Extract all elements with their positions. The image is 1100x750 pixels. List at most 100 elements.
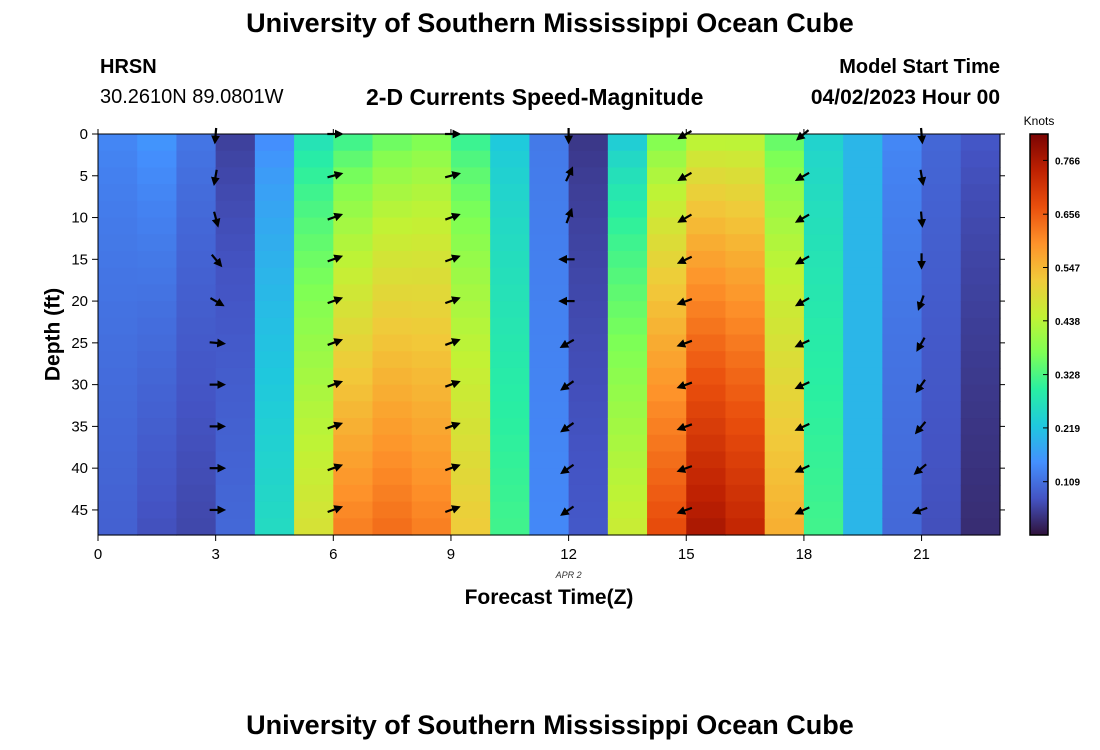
heat-cell [98,434,138,453]
heat-cell [803,250,844,269]
heat-cell [843,217,883,235]
heat-cell [372,451,413,469]
heat-cell [803,384,844,402]
heat-cell [568,217,609,235]
heat-cell [372,267,413,285]
current-arrow [794,213,810,223]
heat-cell [882,284,923,302]
heat-cell [725,468,766,486]
heat-cell [764,367,805,386]
heat-cell [686,518,727,536]
heat-cell [843,451,883,469]
heat-cell [686,334,727,352]
heat-cell [647,334,687,352]
heat-cell [372,301,413,319]
heat-cell [764,434,805,453]
heat-cell [529,200,570,219]
heat-cell [647,134,687,152]
heat-cell [568,367,609,386]
heat-cell [921,267,962,285]
heat-cell [137,451,178,469]
heat-cell [333,334,374,352]
heat-cell [607,501,648,519]
heat-cell [764,484,805,503]
heat-cell [411,317,452,336]
heat-cell [372,518,413,536]
heat-cell [137,301,178,319]
heat-cell [960,418,1001,436]
heat-cell [725,184,766,202]
heat-cell [333,434,374,453]
y-tick-label: 30 [71,377,88,394]
heat-cell [450,451,491,469]
heat-cell [568,418,609,436]
heat-cell [215,367,256,386]
heat-cell [686,150,727,169]
heat-cell [647,434,687,453]
current-arrow [327,254,344,263]
heat-cell [372,484,413,503]
heat-cell [411,184,452,202]
heat-cell [568,134,609,152]
heat-cell [921,418,962,436]
heat-cell [882,351,923,369]
heat-cell [137,401,178,419]
current-arrow [911,506,928,515]
heat-cell [137,518,178,536]
heat-cell [98,334,138,352]
heat-cell [176,518,217,536]
current-arrow [677,213,693,223]
heat-cell [529,234,570,252]
heat-cell [686,267,727,285]
heat-cell [725,334,766,352]
heat-cell [333,217,374,235]
heat-cell [882,334,923,352]
heat-cell [137,150,178,169]
heat-cell [333,401,374,419]
current-arrow [794,506,810,515]
heat-cell [882,401,923,419]
heat-cell [176,234,217,252]
heat-cell [843,301,883,319]
heat-cell [725,401,766,419]
heat-cell [254,434,295,453]
heat-cell [607,334,648,352]
colorbar-tick-label: 0.656 [1055,210,1080,221]
heat-cell [647,200,687,219]
heat-cell [294,284,334,302]
heat-cell [254,301,295,319]
heat-cell [411,351,452,369]
current-arrow [565,166,574,182]
heat-cell [529,134,570,152]
heat-cell [254,418,295,436]
heat-cell [725,351,766,369]
current-arrow [794,297,810,307]
heat-cell [568,518,609,536]
heat-cell [490,501,530,519]
heat-cell [215,518,256,536]
heat-cell [960,468,1001,486]
heat-cell [725,134,766,152]
heat-cell [686,217,727,235]
heat-cell [333,301,374,319]
heat-cell [607,484,648,503]
current-arrow [676,297,693,306]
heat-cell [725,451,766,469]
heat-cell [254,518,295,536]
heat-cell [607,200,648,219]
current-arrow [444,296,461,305]
heat-cell [215,468,256,486]
heat-cell [333,184,374,202]
current-arrow [677,171,693,181]
heat-cell [411,217,452,235]
heat-cell [137,200,178,219]
heat-cell [529,418,570,436]
current-arrow [209,297,225,307]
heat-cell [372,284,413,302]
heat-cell [372,200,413,219]
heat-cell [411,284,452,302]
current-arrow [211,211,221,228]
heat-cell [568,250,609,269]
heat-cell [921,200,962,219]
heat-cell [490,451,530,469]
